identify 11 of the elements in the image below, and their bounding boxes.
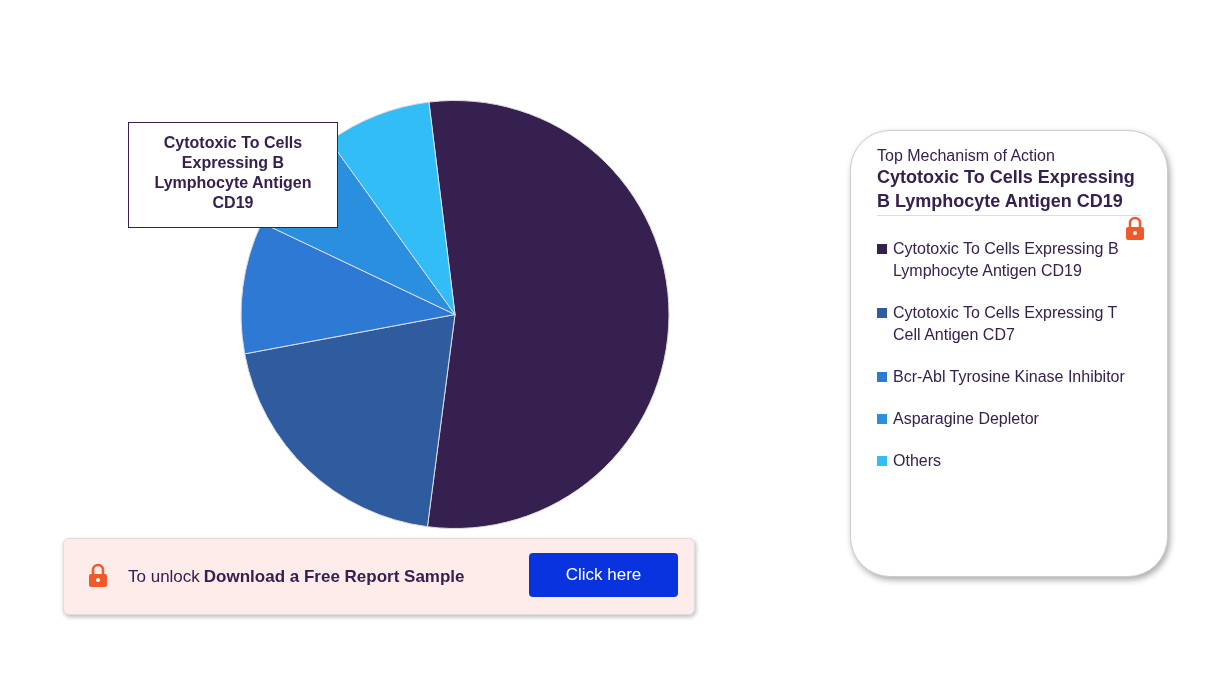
text: Download a Free Report Sample [203, 566, 465, 587]
legend-label: Cytotoxic To Cells Expressing T Cell Antigen CD7 [893, 303, 1119, 345]
text: Cytotoxic To Cells Expressing B Lymphocyte Antigen CD19 [128, 122, 338, 228]
legend-label: Cytotoxic To Cells Expressing B Lymphocyte Antigen CD19 [893, 239, 1120, 281]
legend-title: Top Mechanism of Action [877, 147, 1056, 165]
legend-label: Bcr-Abl Tyrosine Kinase Inhibitor [893, 367, 1125, 387]
text: To unlock [128, 566, 200, 587]
legend-label: Asparagine Depletor [893, 409, 1039, 429]
legend-label: Others [893, 451, 942, 471]
text: Click here [529, 553, 678, 597]
text: Cytotoxic To Cells Expressing B Lymphocyte Antigen CD19 [877, 165, 1141, 216]
